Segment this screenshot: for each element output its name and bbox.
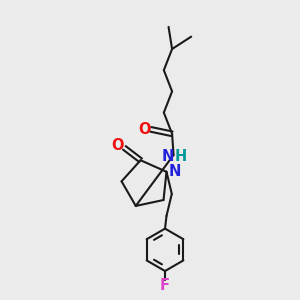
Text: O: O: [138, 122, 151, 137]
Text: N: N: [162, 149, 174, 164]
Text: O: O: [112, 138, 124, 153]
Text: N: N: [169, 164, 181, 179]
Text: H: H: [175, 149, 187, 164]
Text: F: F: [160, 278, 170, 293]
